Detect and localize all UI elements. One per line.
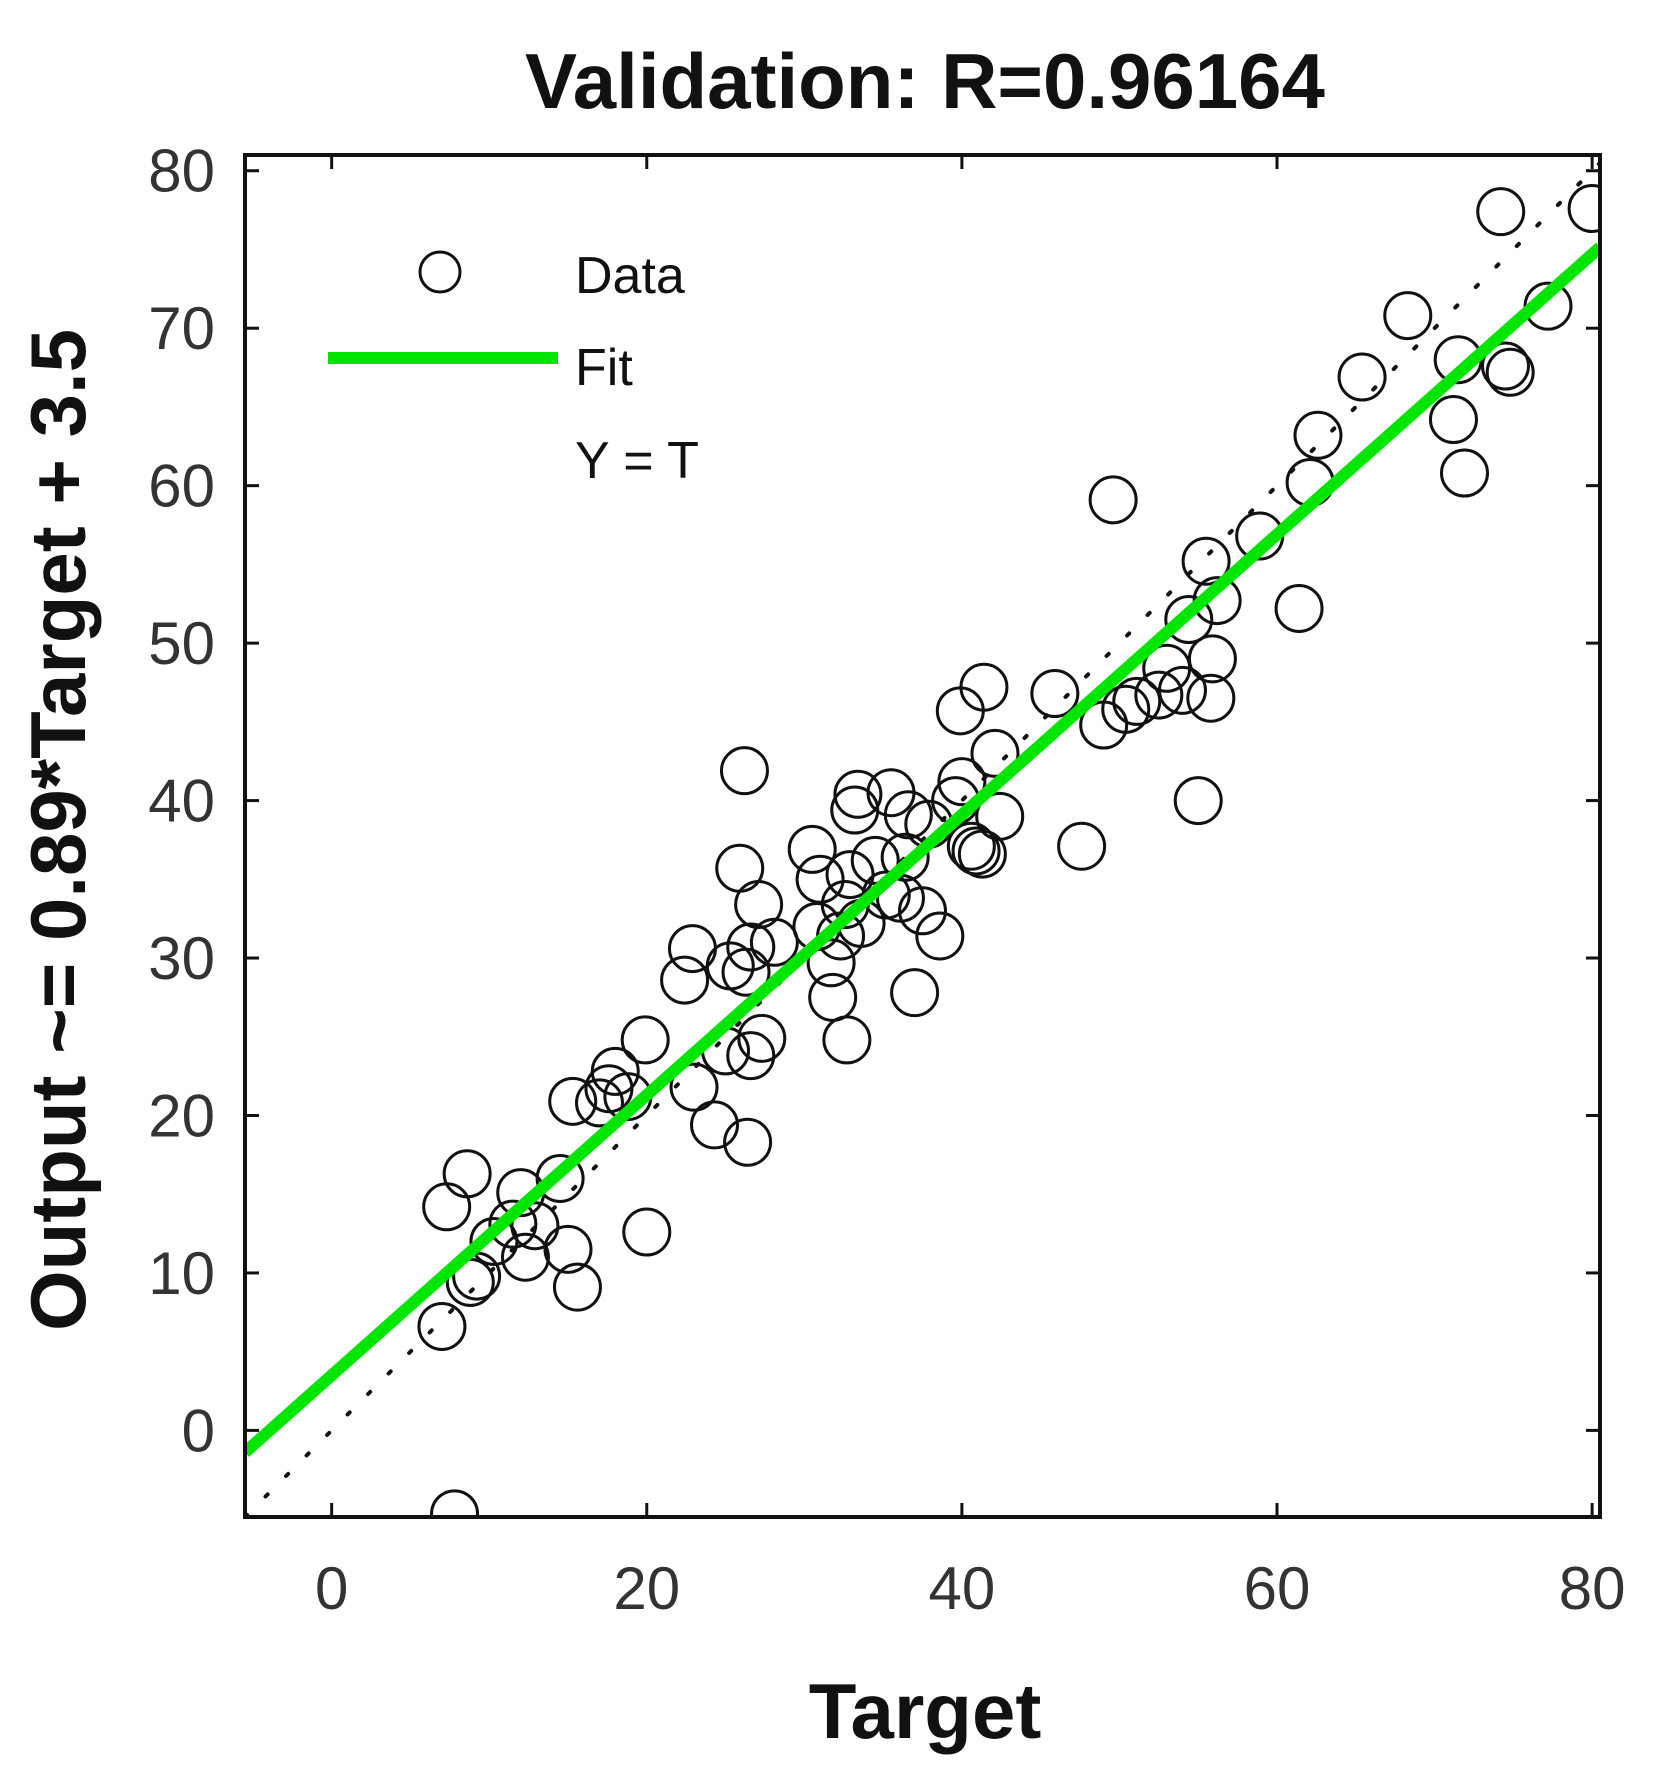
data-point: [975, 791, 1025, 841]
data-point: [959, 662, 1009, 712]
data-point: [898, 886, 947, 936]
fit-line: [245, 242, 1600, 1457]
chart-title: Validation: R=0.96164: [525, 37, 1325, 125]
data-point: [417, 1301, 467, 1351]
x-axis-label: Target: [809, 1667, 1042, 1755]
data-point: [1164, 594, 1214, 644]
x-tick-label: 80: [1559, 1555, 1626, 1622]
y-tick-label: 40: [148, 768, 215, 835]
data-point: [1134, 670, 1184, 720]
axis-ticks: 0 20 40 60 80 0 10 20 30 40 50 60 70 80: [148, 138, 1625, 1622]
data-point: [552, 1262, 602, 1312]
data-point: [1383, 291, 1433, 341]
data-point: [951, 826, 1001, 876]
data-point: [915, 911, 965, 961]
data-point: [575, 1078, 625, 1128]
data-point: [430, 1489, 480, 1517]
legend: Data Fit Y = T: [328, 247, 699, 490]
data-point: [488, 1199, 538, 1249]
y-tick-label: 20: [148, 1082, 215, 1149]
data-point: [548, 1076, 598, 1126]
data-point: [1112, 676, 1162, 726]
legend-label-fit: Fit: [575, 339, 633, 397]
data-point: [1293, 410, 1343, 460]
data-point: [590, 1046, 640, 1096]
legend-label-data: Data: [575, 247, 685, 305]
data-point: [795, 854, 845, 904]
data-point: [690, 1100, 740, 1150]
data-point: [543, 1224, 593, 1274]
x-tick-label: 20: [613, 1555, 680, 1622]
data-point: [850, 835, 900, 885]
identity-line: [245, 160, 1600, 1517]
data-point: [946, 821, 996, 871]
y-tick-label: 30: [148, 925, 215, 992]
y-tick-label: 60: [148, 453, 215, 520]
data-point: [669, 1062, 719, 1112]
y-tick-label: 0: [182, 1397, 215, 1464]
data-point: [1186, 673, 1236, 723]
data-point: [883, 790, 933, 840]
data-point: [719, 746, 769, 796]
data-point: [822, 1015, 872, 1065]
data-point: [1485, 347, 1535, 397]
data-point: [1476, 187, 1526, 237]
y-tick-label: 10: [148, 1240, 215, 1307]
data-point: [1030, 669, 1080, 719]
y-tick-label: 80: [148, 138, 215, 205]
data-point: [737, 1013, 787, 1063]
legend-data-marker: [418, 250, 462, 294]
y-axis-label: Output ~= 0.89*Target + 3.5: [14, 329, 102, 1331]
x-tick-label: 60: [1244, 1555, 1311, 1622]
plot-frame: [243, 153, 1602, 1519]
x-tick-label: 0: [315, 1555, 348, 1622]
data-point: [726, 922, 776, 972]
data-point: [1187, 634, 1237, 684]
data-point: [1057, 821, 1107, 871]
y-tick-label: 50: [148, 610, 215, 677]
data-point: [535, 1153, 585, 1203]
data-point: [726, 1031, 776, 1081]
data-point: [1440, 448, 1489, 498]
data-point: [806, 938, 856, 988]
data-point: [937, 757, 987, 807]
data-point: [442, 1149, 492, 1199]
data-point: [510, 1201, 560, 1251]
data-point: [1181, 536, 1231, 586]
data-point: [1337, 352, 1387, 402]
data-point: [749, 917, 799, 967]
data-point: [620, 1015, 670, 1065]
data-point: [880, 832, 930, 882]
data-point: [787, 824, 837, 874]
data-point: [721, 947, 771, 997]
data-point: [1274, 583, 1324, 633]
data-point: [1480, 341, 1530, 391]
data-point: [1428, 395, 1478, 445]
data-point: [1173, 776, 1223, 826]
data-point: [970, 728, 1020, 778]
data-point: [723, 1117, 773, 1167]
data-point: [1088, 475, 1138, 525]
data-point: [833, 769, 883, 819]
data-point: [890, 968, 940, 1018]
data-point: [1157, 665, 1207, 715]
data-point: [1101, 684, 1151, 734]
y-tick-label: 70: [148, 295, 215, 362]
data-point: [1567, 184, 1600, 234]
plot-area: [245, 160, 1600, 1517]
data-point: [622, 1207, 672, 1257]
data-point: [500, 1232, 550, 1282]
data-point: [660, 955, 710, 1005]
x-tick-label: 40: [929, 1555, 996, 1622]
legend-label-identity: Y = T: [575, 432, 699, 490]
